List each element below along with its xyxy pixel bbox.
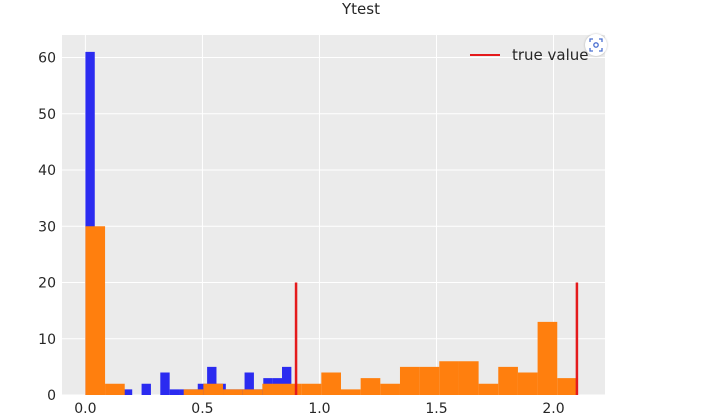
histogram-bar-s1-14 (360, 378, 381, 395)
histogram-bar-s1-18 (439, 361, 459, 395)
histogram-bar-s1-19 (458, 361, 479, 395)
histogram-bar-s1-11 (301, 383, 322, 395)
legend-swatch-true-value (470, 54, 500, 56)
histogram-bar-s0-8 (160, 372, 170, 395)
histogram-bar-s1-13 (340, 389, 361, 395)
histogram-bar-s1-9 (262, 383, 283, 395)
histogram-bar-s1-0 (85, 226, 106, 395)
histogram-bar-s1-12 (321, 372, 341, 395)
true-value-lines (294, 282, 579, 395)
histogram-bar-s0-0 (85, 51, 95, 395)
y-tick-label-2: 20 (38, 276, 56, 292)
legend: true value (462, 40, 589, 70)
plot-background (62, 35, 605, 395)
y-tick-label-0: 0 (47, 388, 56, 404)
x-tick-label-0: 0.0 (74, 401, 96, 417)
y-axis-ticks: 0 10 20 30 40 50 60 (38, 51, 56, 405)
focus-icon[interactable] (585, 34, 607, 56)
histogram-bar-s1-24 (557, 378, 577, 395)
histogram-bar-s1-5 (183, 389, 204, 395)
histogram-bar-s1-23 (537, 321, 558, 395)
histogram-bar-s0-9 (169, 389, 180, 395)
grid-lines (62, 35, 605, 396)
histogram-bar-s1-16 (399, 366, 420, 395)
histogram-bar-s1-21 (498, 366, 518, 395)
histogram-bar-s0-13 (207, 366, 217, 395)
x-tick-label-1: 0.5 (191, 401, 213, 417)
histogram-bar-s1-10 (282, 383, 302, 395)
x-tick-label-4: 2.0 (542, 401, 564, 417)
x-axis-ticks: 0.0 0.5 1.0 1.5 2.0 (74, 401, 564, 417)
histogram-bar-s0-4 (122, 389, 133, 395)
x-tick-label-2: 1.0 (308, 401, 330, 417)
focus-icon-glyph (589, 38, 603, 52)
chart-title: Ytest (342, 0, 380, 18)
histogram-bars (85, 51, 577, 395)
histogram-bar-s1-20 (478, 383, 499, 395)
histogram-bar-s0-21 (282, 366, 292, 395)
histogram-bar-s1-22 (517, 372, 538, 395)
y-tick-label-6: 60 (38, 51, 56, 67)
y-tick-label-1: 10 (38, 332, 56, 348)
histogram-bar-s1-17 (419, 366, 440, 395)
histogram-bar-s1-8 (242, 389, 263, 395)
y-tick-label-5: 50 (38, 107, 56, 123)
histogram-bar-s1-7 (223, 389, 243, 395)
y-tick-label-3: 30 (38, 219, 56, 235)
histogram-bar-s1-15 (380, 383, 400, 395)
histogram-bar-s0-17 (244, 372, 254, 395)
histogram-bar-s1-1 (105, 383, 125, 395)
histogram-bar-s1-6 (203, 383, 224, 395)
x-tick-label-3: 1.5 (425, 401, 447, 417)
y-tick-label-4: 40 (38, 163, 56, 179)
histogram-bar-s0-6 (141, 383, 151, 395)
legend-label-true-value: true value (512, 46, 589, 64)
